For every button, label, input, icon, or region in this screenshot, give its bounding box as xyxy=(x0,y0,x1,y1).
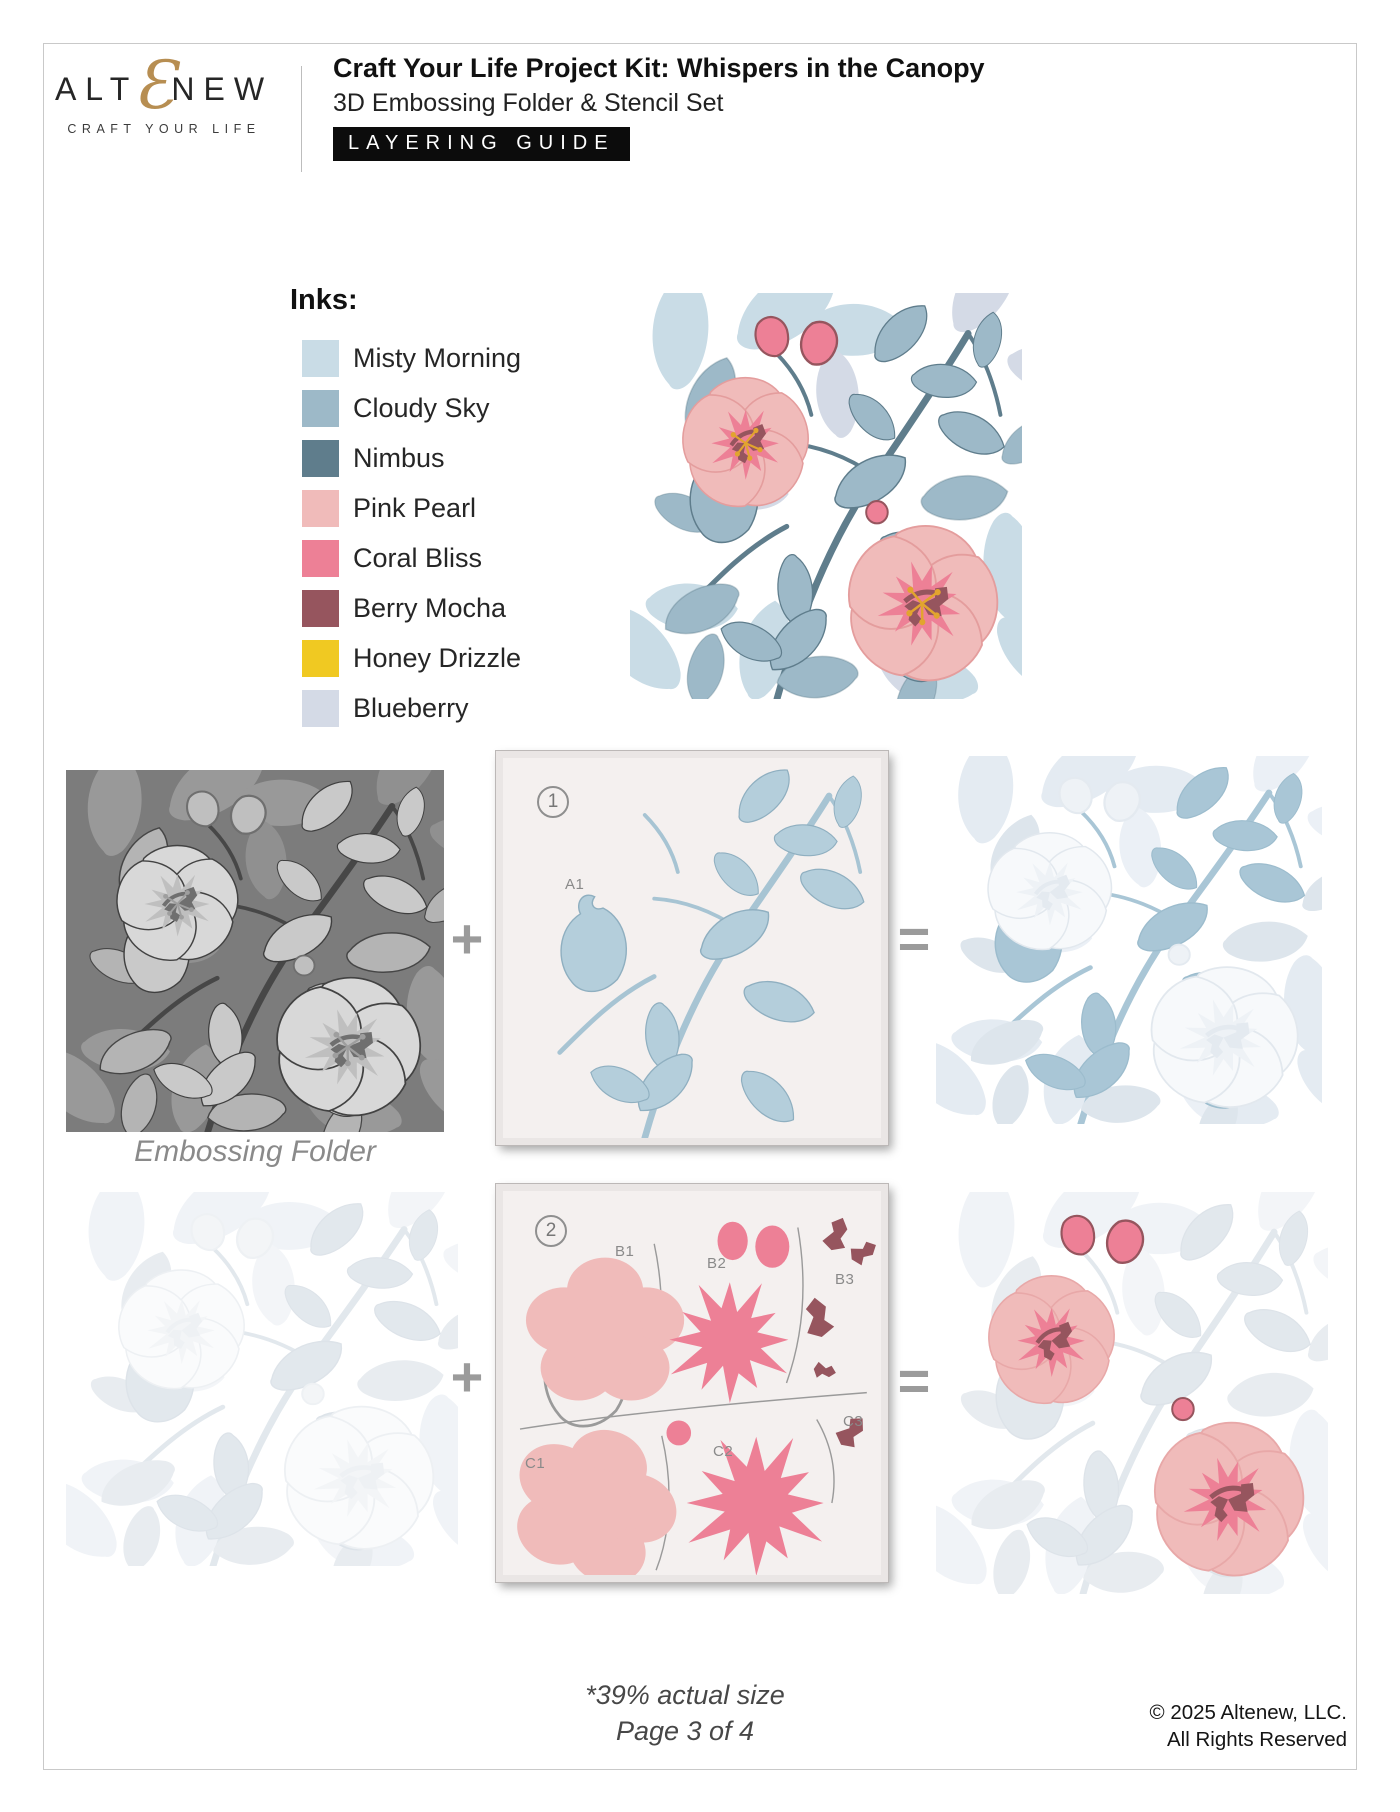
copyright-line1: © 2025 Altenew, LLC. xyxy=(1149,1701,1347,1724)
brand-ampersand-glyph: Ɛ xyxy=(134,47,176,124)
footer-scale-note: *39% actual size xyxy=(585,1680,785,1710)
stencil-1-part-label: A1 xyxy=(565,876,585,893)
stencil-1-panel: 1 A1 xyxy=(495,750,889,1146)
ink-row: Pink Pearl xyxy=(302,483,602,533)
footer-notes: *39% actual size Page 3 of 4 xyxy=(430,1680,940,1747)
plus-operator: + xyxy=(450,1345,484,1408)
ink-label: Berry Mocha xyxy=(353,592,507,623)
copyright-line2: All Rights Reserved xyxy=(1166,1727,1347,1751)
ink-row: Berry Mocha xyxy=(302,583,602,633)
ink-swatch xyxy=(302,689,339,727)
header-divider xyxy=(301,66,302,172)
ink-row: Misty Morning xyxy=(302,333,602,383)
ink-row: Honey Drizzle xyxy=(302,633,602,683)
inks-heading: Inks: xyxy=(290,284,358,316)
stencil-2-part-label-c1: C1 xyxy=(525,1455,546,1472)
ink-swatch xyxy=(302,389,339,427)
brand-text-left: ALT xyxy=(54,71,139,107)
ink-label: Cloudy Sky xyxy=(353,392,490,423)
ink-swatch xyxy=(302,439,339,477)
copyright-notice: © 2025 Altenew, LLC. All Rights Reserved xyxy=(990,1700,1347,1753)
ink-label: Blueberry xyxy=(353,692,469,723)
stencil-2-panel: 2 B1 B2 B3 C1 C2 C3 xyxy=(495,1183,889,1583)
layering-guide-badge: LAYERING GUIDE xyxy=(333,127,630,161)
ink-swatch xyxy=(302,639,339,677)
stencil-2-artwork xyxy=(503,1217,879,1575)
ink-label: Misty Morning xyxy=(353,342,522,373)
result-1-artwork xyxy=(936,756,1322,1124)
ink-row: Nimbus xyxy=(302,433,602,483)
ink-swatch xyxy=(302,489,339,527)
embossing-folder-caption: Embossing Folder xyxy=(134,1135,376,1168)
plus-operator: + xyxy=(450,907,484,970)
brand-wordmark: ALT Ɛ NEW xyxy=(54,47,274,124)
stencil-2-part-label-b3: B3 xyxy=(835,1271,855,1288)
altenew-logo: ALT Ɛ NEW CRAFT YOUR LIFE xyxy=(54,47,274,137)
ink-label: Coral Bliss xyxy=(353,542,483,573)
brand-text-right: NEW xyxy=(171,71,274,107)
embossing-folder-image xyxy=(66,770,444,1132)
stencil-2-part-label-c3: C3 xyxy=(843,1413,864,1430)
stencil-2-part-label-c2: C2 xyxy=(713,1443,734,1460)
ink-row: Blueberry xyxy=(302,683,602,733)
ink-row: Cloudy Sky xyxy=(302,383,602,433)
stencil-2-part-label-b2: B2 xyxy=(707,1255,727,1272)
ink-label: Pink Pearl xyxy=(353,492,477,523)
finished-design-artwork xyxy=(630,293,1022,699)
ink-row: Coral Bliss xyxy=(302,533,602,583)
stencil-1-number-marker: 1 xyxy=(537,786,569,818)
equals-operator: = xyxy=(897,1349,931,1412)
result-2-artwork xyxy=(936,1192,1328,1594)
ink-label: Nimbus xyxy=(353,442,445,473)
stencil-2-part-label-b1: B1 xyxy=(615,1243,635,1260)
ink-swatch xyxy=(302,339,339,377)
stencil-2-number-marker: 2 xyxy=(535,1215,567,1247)
page-title: Craft Your Life Project Kit: Whispers in… xyxy=(333,53,985,83)
ink-legend: Misty Morning Cloudy Sky Nimbus Pink Pea… xyxy=(302,333,602,733)
page-border-frame xyxy=(43,43,1357,1770)
page-subtitle: 3D Embossing Folder & Stencil Set xyxy=(333,89,724,117)
ink-swatch xyxy=(302,589,339,627)
ink-label: Honey Drizzle xyxy=(353,642,522,673)
brand-tagline: CRAFT YOUR LIFE xyxy=(67,122,261,136)
equals-operator: = xyxy=(897,907,931,970)
ink-swatch xyxy=(302,539,339,577)
footer-page-number: Page 3 of 4 xyxy=(615,1716,755,1746)
previous-layer-artwork xyxy=(66,1192,458,1566)
